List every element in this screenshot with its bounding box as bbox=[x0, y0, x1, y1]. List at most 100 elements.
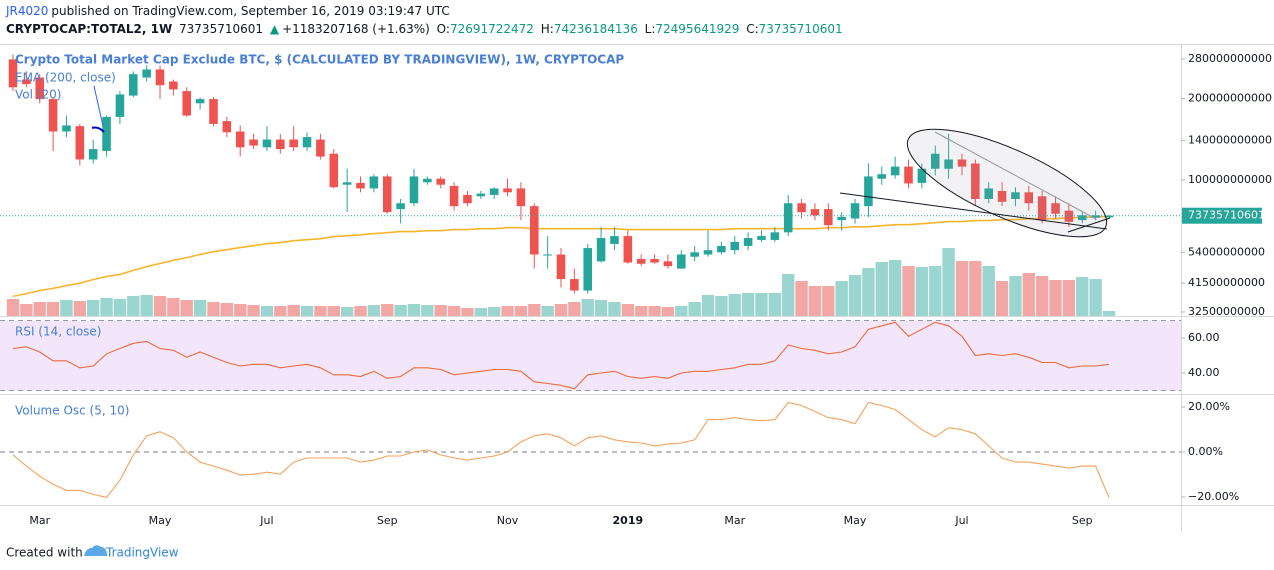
legend-volume: Vol (20) bbox=[15, 88, 61, 102]
volume-bar bbox=[862, 268, 875, 316]
volume-bar bbox=[675, 306, 688, 316]
y-tick-label: 100000000000 bbox=[1188, 173, 1272, 186]
volume-bar bbox=[875, 262, 888, 316]
candle-body bbox=[904, 166, 913, 184]
volume-bar bbox=[955, 261, 969, 316]
volume-bar bbox=[247, 305, 260, 316]
volume-bar bbox=[782, 274, 795, 316]
volume-bar bbox=[180, 300, 193, 316]
y-tick-label: 40.00 bbox=[1188, 366, 1220, 379]
candle-body bbox=[476, 193, 486, 197]
volume-bar bbox=[715, 296, 728, 316]
last-price-box bbox=[1182, 207, 1262, 224]
candle-body bbox=[636, 259, 646, 264]
volume-bar bbox=[1009, 276, 1022, 316]
volume-bar bbox=[688, 302, 701, 316]
volume-bar bbox=[20, 304, 33, 316]
candle-body bbox=[396, 203, 405, 210]
candle-body bbox=[489, 188, 499, 195]
volume-bar bbox=[113, 299, 127, 316]
candle-body bbox=[957, 159, 967, 167]
candle-body bbox=[1091, 215, 1100, 218]
y-tick-label: −20.00% bbox=[1188, 490, 1239, 503]
volume-bar bbox=[969, 261, 982, 316]
volume-bar bbox=[327, 306, 340, 316]
candle-body bbox=[382, 176, 392, 213]
volume-bar bbox=[434, 305, 447, 316]
indicator-line bbox=[12, 321, 1110, 390]
candle-body bbox=[703, 250, 713, 255]
candle-body bbox=[436, 178, 445, 185]
ohlc-label: O: bbox=[436, 22, 450, 36]
candle-body bbox=[997, 190, 1007, 202]
x-tick-label: 2019 bbox=[613, 514, 644, 527]
volume-bar bbox=[568, 302, 581, 316]
candle-body bbox=[864, 176, 873, 207]
arrow-head bbox=[91, 126, 105, 133]
candle-body bbox=[810, 209, 820, 216]
candle-body bbox=[623, 236, 633, 263]
candle-body bbox=[102, 116, 111, 151]
frame bbox=[0, 44, 1274, 532]
change: +1183207168 (+1.63%) bbox=[282, 22, 430, 36]
volume-bar bbox=[554, 304, 568, 316]
x-tick-label: Sep bbox=[1072, 514, 1093, 527]
trend-line bbox=[1067, 217, 1111, 233]
author[interactable]: JR4020 bbox=[6, 4, 49, 18]
volume-bar bbox=[314, 306, 327, 316]
x-tick-label: Jul bbox=[259, 514, 273, 527]
volume-bar bbox=[514, 306, 528, 316]
candle-body bbox=[88, 149, 98, 160]
change-arrow: ▲ bbox=[269, 22, 280, 36]
candle-body bbox=[155, 69, 165, 86]
logo bbox=[84, 545, 107, 556]
candle-body bbox=[289, 139, 298, 148]
volume-bar bbox=[1102, 311, 1116, 316]
volume-bar bbox=[153, 296, 167, 316]
candle-body bbox=[757, 236, 766, 240]
candle-body bbox=[890, 166, 900, 176]
rsi-band bbox=[0, 320, 1181, 391]
volume-bar bbox=[728, 294, 741, 316]
volume-bar bbox=[140, 295, 153, 316]
volume-bar bbox=[234, 304, 247, 316]
pane-title: RSI (14, close) bbox=[15, 325, 101, 339]
candle-body bbox=[8, 59, 18, 88]
candle-body bbox=[850, 203, 860, 219]
arrow-drawing bbox=[93, 85, 104, 127]
candle-body bbox=[930, 153, 940, 169]
plot-layer: 280000000000 200000000000 140000000000 1000… bbox=[0, 52, 1272, 527]
candle-body bbox=[235, 131, 245, 148]
volume-bar bbox=[474, 308, 487, 316]
ellipse-drawing bbox=[906, 128, 1108, 238]
candle-body bbox=[837, 216, 846, 221]
volume-bar bbox=[1049, 280, 1062, 316]
candle-body bbox=[556, 254, 566, 280]
candle-body bbox=[743, 237, 753, 246]
candle-body bbox=[770, 232, 780, 240]
volume-bar bbox=[835, 281, 848, 316]
candle-body bbox=[717, 245, 726, 253]
volume-bar bbox=[46, 302, 60, 316]
y-tick-label: 41500000000 bbox=[1188, 276, 1265, 289]
footer-brand[interactable]: TradingView bbox=[105, 546, 179, 560]
candle-body bbox=[944, 159, 953, 169]
volume-bar bbox=[528, 304, 541, 316]
volume-bar bbox=[995, 281, 1009, 316]
last-price: 73735710601 bbox=[179, 22, 264, 36]
footer-text: Created with bbox=[6, 546, 83, 560]
candle-body bbox=[222, 121, 232, 133]
candle-body bbox=[62, 125, 71, 132]
candle-body bbox=[596, 237, 606, 262]
volume-bar bbox=[795, 281, 808, 316]
volume-bar bbox=[701, 295, 715, 316]
volume-bar bbox=[755, 293, 768, 316]
volume-bar bbox=[808, 286, 822, 316]
y-tick-label: 0.00% bbox=[1188, 445, 1223, 458]
x-tick-label: Mar bbox=[724, 514, 745, 527]
candle-body bbox=[1077, 215, 1087, 221]
volume-bar bbox=[60, 300, 73, 316]
volume-bar bbox=[741, 293, 755, 316]
